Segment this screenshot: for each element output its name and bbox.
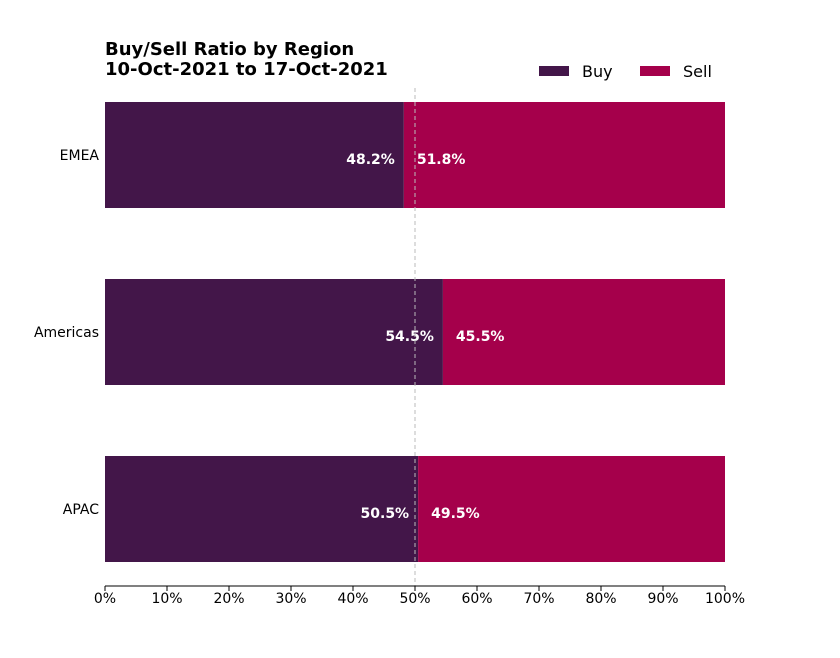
x-tick-label-20: 20% xyxy=(213,591,244,607)
bar-sell-apac xyxy=(418,456,725,562)
data-label-sell-emea: 51.8% xyxy=(417,152,466,168)
legend: Buy Sell xyxy=(539,62,712,81)
x-tick-label-40: 40% xyxy=(337,591,368,607)
x-tick-label-0: 0% xyxy=(94,591,116,607)
chart-title: Buy/Sell Ratio by Region xyxy=(105,39,354,60)
bar-sell-emea xyxy=(403,102,725,208)
x-tick-label-30: 30% xyxy=(275,591,306,607)
legend-swatch-sell xyxy=(640,66,670,76)
category-label-emea: EMEA xyxy=(60,148,100,164)
legend-label-sell: Sell xyxy=(683,62,712,81)
bar-buy-americas xyxy=(105,279,443,385)
x-tick-label-90: 90% xyxy=(647,591,678,607)
chart-subtitle: 10-Oct-2021 to 17-Oct-2021 xyxy=(105,59,388,80)
x-tick-label-60: 60% xyxy=(461,591,492,607)
category-label-americas: Americas xyxy=(34,325,99,341)
legend-label-buy: Buy xyxy=(582,62,613,81)
legend-swatch-buy xyxy=(539,66,569,76)
bar-buy-apac xyxy=(105,456,419,562)
x-axis: 0% 10% 20% 30% 40% 50% 60% 70% 80% 90% 100% xyxy=(94,585,745,607)
data-label-buy-emea: 48.2% xyxy=(346,152,395,168)
bar-sell-americas xyxy=(442,279,725,385)
x-tick-label-50: 50% xyxy=(399,591,430,607)
bars-group: 48.2% 51.8% EMEA 54.5% 45.5% Americas 50.5% 49.… xyxy=(34,88,725,586)
category-label-apac: APAC xyxy=(63,502,99,518)
x-tick-label-10: 10% xyxy=(151,591,182,607)
x-tick-label-70: 70% xyxy=(523,591,554,607)
data-label-buy-apac: 50.5% xyxy=(361,506,410,522)
x-tick-label-80: 80% xyxy=(585,591,616,607)
bar-buy-emea xyxy=(105,102,404,208)
data-label-sell-apac: 49.5% xyxy=(431,506,480,522)
data-label-buy-americas: 54.5% xyxy=(385,329,434,345)
x-tick-label-100: 100% xyxy=(705,591,745,607)
data-label-sell-americas: 45.5% xyxy=(456,329,505,345)
